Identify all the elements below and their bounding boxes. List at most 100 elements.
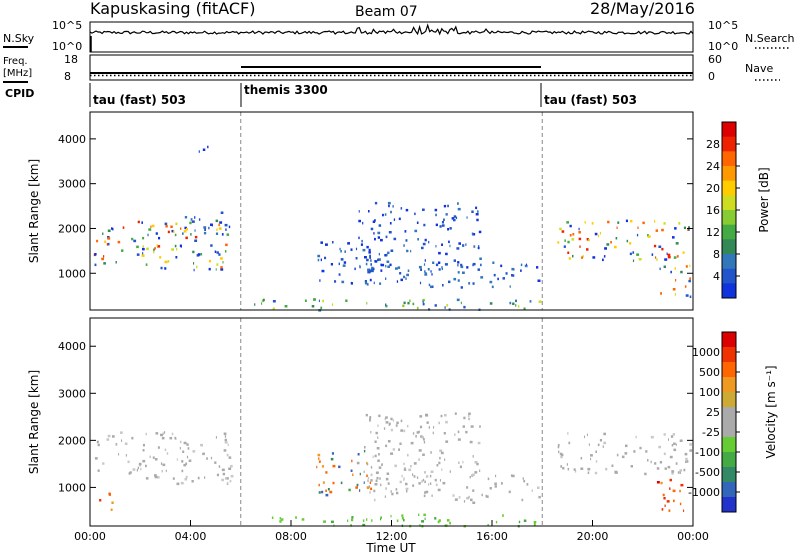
power-cell <box>455 216 458 220</box>
velocity-cell <box>526 483 529 486</box>
power-cell <box>636 253 640 256</box>
power-cell <box>382 213 384 217</box>
velocity-cell <box>419 415 423 418</box>
power-cell <box>193 262 195 265</box>
velocity-cell <box>230 475 234 478</box>
power-cell <box>208 226 210 230</box>
power-ytick-label: 2000 <box>58 222 86 235</box>
velocity-cell <box>210 456 213 460</box>
velocity-cell <box>396 519 399 522</box>
power-cell <box>489 280 493 284</box>
power-cell <box>347 242 350 245</box>
power-cell <box>141 221 143 224</box>
power-cell <box>685 265 688 268</box>
power-cell <box>377 231 381 235</box>
power-cell <box>520 263 523 267</box>
power-cell <box>443 204 447 208</box>
cpid-panel: CPID tau (fast) 503 themis 3300 tau (fas… <box>5 83 637 107</box>
power-cell <box>667 255 671 259</box>
velocity-cell <box>454 412 457 415</box>
power-cell <box>424 259 426 262</box>
velocity-cell <box>351 518 354 522</box>
power-cell <box>661 228 664 232</box>
power-cell <box>651 253 654 256</box>
velocity-cell <box>416 476 419 479</box>
power-cell <box>448 240 450 244</box>
velocity-cell <box>154 475 158 479</box>
velocity-cell <box>161 469 163 473</box>
power-cell <box>367 268 370 272</box>
power-cell <box>638 258 642 261</box>
velocity-colorbar-tick-label: 25 <box>706 406 720 419</box>
power-cell <box>466 266 469 269</box>
power-cell <box>629 252 632 256</box>
power-cell <box>373 281 375 285</box>
power-cell <box>403 244 405 247</box>
velocity-cell <box>197 476 200 480</box>
power-cell <box>403 301 406 305</box>
velocity-cell <box>357 453 360 456</box>
velocity-cell <box>403 518 405 522</box>
velocity-cell <box>327 488 330 491</box>
power-cell <box>683 226 686 230</box>
power-cell <box>369 254 371 258</box>
velocity-cell <box>669 455 673 459</box>
power-cell <box>313 298 315 301</box>
power-cell <box>380 238 383 242</box>
power-cell <box>103 255 105 258</box>
velocity-cell <box>444 458 446 461</box>
power-cell <box>416 221 419 224</box>
velocity-cell <box>97 443 100 447</box>
velocity-cell <box>368 485 371 488</box>
velocity-cell <box>560 465 563 468</box>
velocity-colorbar-swatch <box>722 362 736 378</box>
power-cell <box>340 258 344 261</box>
velocity-cell <box>149 455 151 459</box>
power-cell <box>360 243 363 246</box>
velocity-cell <box>385 444 388 448</box>
power-cell <box>512 274 515 277</box>
power-cell <box>142 245 144 248</box>
power-cell <box>221 233 224 236</box>
velocity-cell <box>438 421 440 425</box>
power-cell <box>385 277 387 280</box>
velocity-cell <box>102 462 105 465</box>
power-cell <box>399 272 402 275</box>
power-cell <box>218 227 222 230</box>
velocity-cell <box>204 476 206 479</box>
velocity-cell <box>487 524 489 527</box>
velocity-cell <box>121 439 123 442</box>
power-cell <box>406 249 409 253</box>
station-title: Kapuskasing (fitACF) <box>90 0 255 18</box>
power-cell <box>431 273 433 276</box>
power-cell <box>385 304 388 308</box>
velocity-cell <box>355 486 358 489</box>
power-cell <box>358 210 360 213</box>
velocity-cell <box>438 519 441 522</box>
nave-tick-low: 0 <box>708 70 715 83</box>
power-cell <box>164 260 168 264</box>
power-cell <box>115 261 117 264</box>
velocity-cell <box>683 509 685 512</box>
velocity-panel: 1000 2000 3000 4000 Slant Range [km] 1000 50… <box>27 317 778 528</box>
velocity-cell <box>401 514 404 517</box>
velocity-cell <box>377 459 380 462</box>
power-cell <box>625 219 628 223</box>
power-cell <box>477 268 480 271</box>
velocity-cell <box>670 435 674 438</box>
velocity-cell <box>470 425 474 428</box>
velocity-cell <box>457 430 460 434</box>
power-cell <box>384 254 388 257</box>
power-cell <box>675 242 679 245</box>
velocity-cell <box>679 502 682 506</box>
power-cell <box>185 236 188 240</box>
power-cell <box>466 216 468 219</box>
velocity-cell <box>463 416 466 420</box>
power-cell <box>325 243 328 246</box>
power-cell <box>390 210 392 214</box>
velocity-cell <box>280 518 284 521</box>
power-colorbar-swatch <box>722 254 736 270</box>
power-cell <box>430 270 432 273</box>
power-cell <box>441 266 443 269</box>
cpid-segment-3: tau (fast) 503 <box>544 93 637 107</box>
